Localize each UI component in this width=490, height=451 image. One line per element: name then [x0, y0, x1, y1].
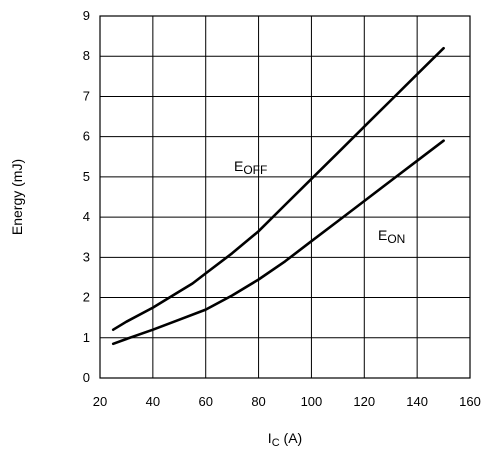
- x-tick-label-80: 80: [251, 394, 265, 409]
- x-tick-label-100: 100: [301, 394, 323, 409]
- y-tick-label-9: 9: [83, 8, 90, 23]
- y-tick-label-3: 3: [83, 249, 90, 264]
- y-tick-label-4: 4: [83, 209, 90, 224]
- series-line-e-on: [111, 139, 445, 346]
- y-tick-label-7: 7: [83, 88, 90, 103]
- y-tick-label-8: 8: [83, 48, 90, 63]
- x-tick-label-20: 20: [93, 394, 107, 409]
- y-tick-label-6: 6: [83, 129, 90, 144]
- series-line-e-off: [111, 46, 445, 331]
- x-tick-label-140: 140: [406, 394, 428, 409]
- y-tick-label-1: 1: [83, 330, 90, 345]
- y-axis-label: Energy (mJ): [9, 159, 25, 235]
- grid: [99, 15, 471, 379]
- plot-frame: [99, 15, 471, 379]
- x-axis-label: IC (A): [268, 430, 302, 449]
- x-tick-label-60: 60: [198, 394, 212, 409]
- x-tick-label-40: 40: [146, 394, 160, 409]
- x-tick-label-120: 120: [353, 394, 375, 409]
- series-label-eon: EON: [378, 227, 405, 246]
- x-axis-ticks: 20 40 60 80 100 120 140 160: [93, 394, 481, 409]
- y-tick-label-2: 2: [83, 290, 90, 305]
- series-lines: [111, 46, 445, 346]
- y-tick-label-5: 5: [83, 169, 90, 184]
- y-axis-ticks: 0 1 2 3 4 5 6 7 8 9: [83, 8, 90, 385]
- y-tick-label-0: 0: [83, 370, 90, 385]
- x-tick-label-160: 160: [459, 394, 481, 409]
- series-label-eoff: EOFF: [234, 158, 267, 177]
